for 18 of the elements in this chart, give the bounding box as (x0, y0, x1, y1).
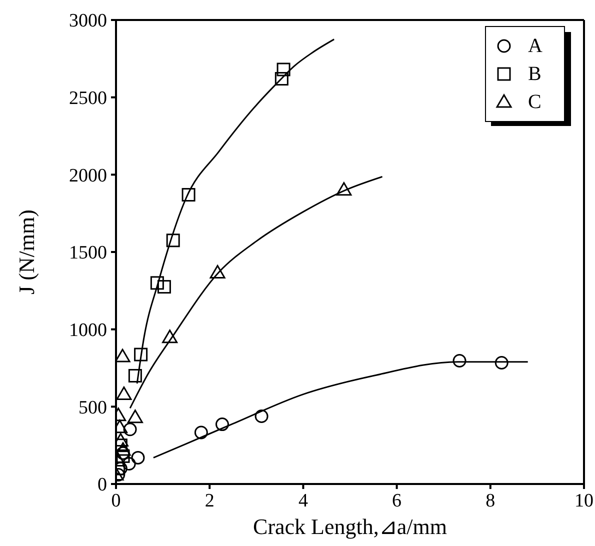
y-tick-label: 0 (98, 474, 107, 496)
y-tick-label: 3000 (69, 10, 107, 32)
x-tick-label: 6 (392, 490, 402, 512)
x-tick-label: 4 (298, 490, 308, 512)
y-tick-label: 2500 (69, 88, 107, 110)
y-axis-title: J (N/mm) (14, 210, 39, 294)
y-tick-label: 1000 (69, 320, 107, 342)
legend-label: B (528, 62, 542, 86)
x-tick-label: 2 (204, 490, 214, 512)
x-tick-label: 0 (111, 490, 121, 512)
legend-label: C (528, 90, 542, 114)
y-tick-label: 2000 (69, 165, 107, 186)
x-tick-label: 10 (574, 490, 594, 512)
y-tick-label: 500 (78, 397, 107, 418)
legend-label: A (528, 34, 542, 58)
x-axis-title: Crack Length,⊿a/mm (253, 514, 447, 539)
x-tick-label: 8 (486, 490, 496, 512)
y-tick-label: 1500 (69, 242, 107, 264)
